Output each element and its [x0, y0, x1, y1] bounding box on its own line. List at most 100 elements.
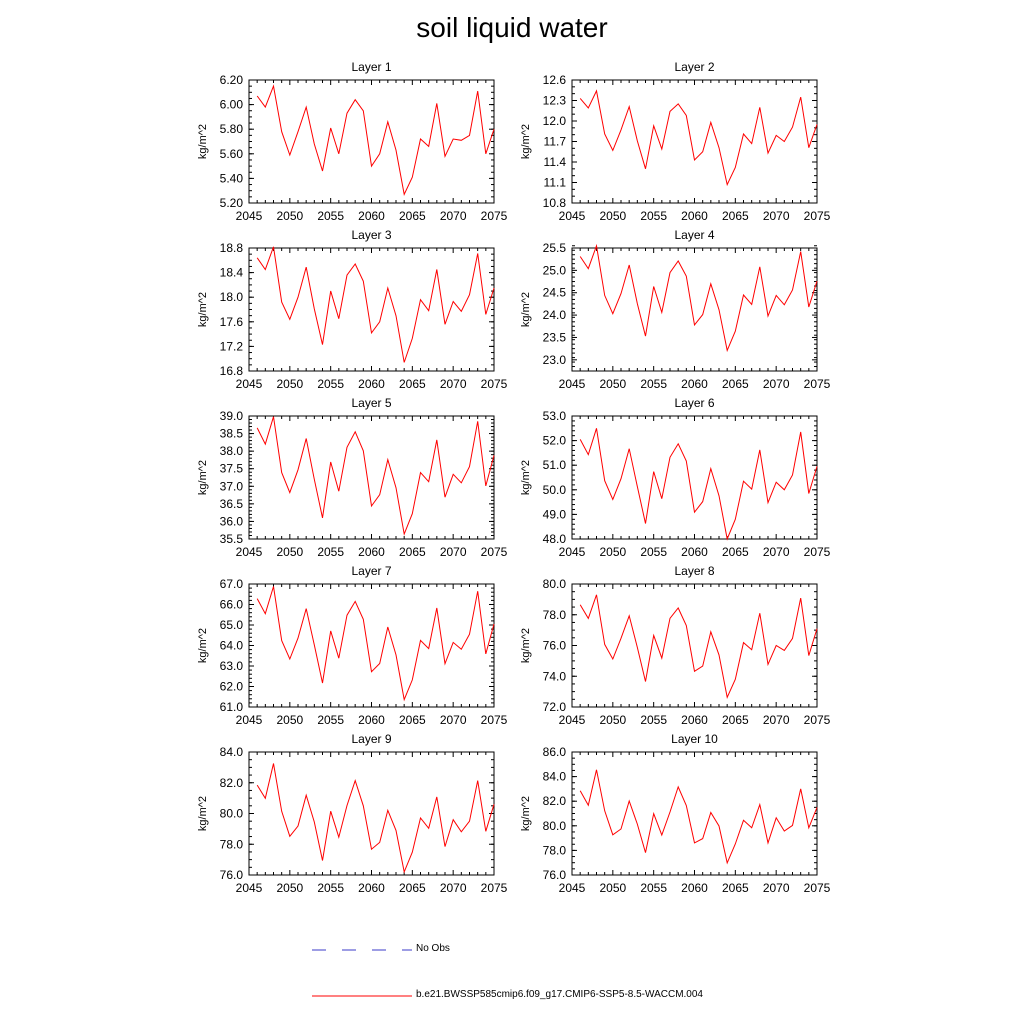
y-tick-label: 82.0 [543, 794, 567, 808]
y-tick-label: 63.0 [220, 659, 244, 673]
x-tick-label: 2065 [722, 881, 749, 895]
y-tick-label: 12.6 [543, 73, 567, 87]
x-tick-label: 2070 [763, 209, 790, 223]
x-tick-label: 2065 [399, 713, 426, 727]
x-tick-label: 2060 [358, 377, 385, 391]
y-tick-label: 11.7 [544, 135, 567, 149]
panel-layer-5: Layer 5 kg/m^2 2045 2050 2055 2060 2065 2070 207… [197, 396, 508, 559]
legend-obs-label: No Obs [416, 943, 450, 954]
panel-title: Layer 2 [674, 60, 714, 74]
panel-layer-4: Layer 4 kg/m^2 2045 2050 2055 2060 2065 2070 207… [520, 228, 831, 391]
y-tick-label: 80.0 [220, 807, 244, 821]
y-tick-label: 62.0 [220, 680, 244, 694]
x-tick-label: 2060 [358, 545, 385, 559]
y-tick-label: 78.0 [543, 608, 567, 622]
x-tick-label: 2065 [399, 545, 426, 559]
x-tick-label: 2070 [763, 713, 790, 727]
x-tick-label: 2075 [804, 545, 831, 559]
y-tick-label: 64.0 [220, 639, 244, 653]
x-tick-label: 2050 [599, 881, 626, 895]
x-tick-label: 2055 [640, 881, 667, 895]
panel-title: Layer 9 [351, 732, 391, 746]
panel-layer-1: Layer 1 kg/m^2 2045 2050 2055 2060 2065 2070 207… [197, 60, 508, 223]
x-tick-label: 2070 [440, 881, 467, 895]
series-line [579, 769, 818, 865]
y-tick-label: 53.0 [543, 409, 567, 423]
x-tick-label: 2055 [317, 209, 344, 223]
legend-model-line-icon [312, 995, 412, 997]
x-tick-label: 2065 [722, 545, 749, 559]
y-tick-label: 17.2 [220, 339, 244, 353]
x-tick-label: 2075 [804, 713, 831, 727]
y-tick-label: 76.0 [220, 868, 244, 882]
y-tick-label: 5.40 [220, 171, 244, 185]
y-axis-label: kg/m^2 [520, 796, 532, 831]
x-tick-label: 2075 [804, 209, 831, 223]
plot-frame [248, 751, 495, 876]
y-tick-label: 48.0 [543, 532, 567, 546]
y-tick-label: 38.5 [220, 427, 244, 441]
panel-title: Layer 7 [351, 564, 391, 578]
x-tick-label: 2075 [804, 881, 831, 895]
x-tick-label: 2065 [722, 209, 749, 223]
y-tick-label: 61.0 [220, 700, 244, 714]
y-tick-label: 24.5 [543, 286, 567, 300]
y-tick-label: 10.8 [543, 196, 567, 210]
series-line [256, 586, 495, 702]
y-tick-label: 78.0 [220, 837, 244, 851]
x-tick-label: 2060 [681, 881, 708, 895]
y-tick-label: 50.0 [543, 483, 567, 497]
x-tick-label: 2055 [640, 545, 667, 559]
y-axis-label: kg/m^2 [197, 124, 209, 159]
y-tick-label: 25.5 [543, 241, 567, 255]
y-axis-label: kg/m^2 [520, 460, 532, 495]
x-tick-label: 2045 [559, 713, 586, 727]
panel-layer-8: Layer 8 kg/m^2 2045 2050 2055 2060 2065 2070 207… [520, 564, 831, 727]
panel-layer-9: Layer 9 kg/m^2 2045 2050 2055 2060 2065 2070 207… [197, 732, 508, 895]
x-tick-label: 2060 [681, 545, 708, 559]
series-line [256, 416, 495, 536]
y-tick-label: 16.8 [220, 364, 244, 378]
y-axis-label: kg/m^2 [197, 628, 209, 663]
x-tick-label: 2060 [358, 881, 385, 895]
x-tick-label: 2060 [358, 209, 385, 223]
x-tick-label: 2050 [599, 545, 626, 559]
x-tick-label: 2075 [804, 377, 831, 391]
panel-layer-3: Layer 3 kg/m^2 2045 2050 2055 2060 2065 2070 207… [197, 228, 508, 391]
panel-title: Layer 5 [351, 396, 391, 410]
x-tick-label: 2055 [317, 545, 344, 559]
y-tick-label: 84.0 [220, 745, 244, 759]
y-tick-label: 37.5 [220, 462, 244, 476]
x-tick-label: 2075 [481, 881, 508, 895]
y-tick-label: 38.0 [220, 444, 244, 458]
plot-frame [571, 415, 818, 540]
series-line [256, 84, 495, 197]
x-tick-label: 2060 [358, 713, 385, 727]
y-tick-label: 23.5 [543, 330, 567, 344]
y-tick-label: 5.80 [220, 122, 244, 136]
page-title: soil liquid water [416, 12, 608, 43]
plot-frame [571, 247, 818, 372]
x-tick-label: 2050 [599, 713, 626, 727]
x-tick-label: 2050 [276, 545, 303, 559]
y-tick-label: 36.5 [220, 497, 244, 511]
x-tick-label: 2055 [640, 377, 667, 391]
x-tick-label: 2045 [236, 881, 263, 895]
y-tick-label: 76.0 [543, 639, 567, 653]
plot-frame [571, 751, 818, 876]
panel-layer-2: Layer 2 kg/m^2 2045 2050 2055 2060 2065 2070 207… [520, 60, 831, 223]
series-line [256, 763, 495, 874]
x-tick-label: 2050 [599, 377, 626, 391]
panel-title: Layer 10 [671, 732, 718, 746]
y-tick-label: 84.0 [543, 770, 567, 784]
panel-layer-7: Layer 7 kg/m^2 2045 2050 2055 2060 2065 2070 207… [197, 564, 508, 727]
y-tick-label: 23.0 [543, 353, 567, 367]
x-tick-label: 2060 [681, 713, 708, 727]
y-tick-label: 11.4 [544, 155, 567, 169]
x-tick-label: 2055 [317, 881, 344, 895]
y-tick-label: 24.0 [543, 308, 567, 322]
panel-title: Layer 3 [351, 228, 391, 242]
y-tick-label: 18.4 [220, 266, 244, 280]
x-tick-label: 2050 [276, 713, 303, 727]
